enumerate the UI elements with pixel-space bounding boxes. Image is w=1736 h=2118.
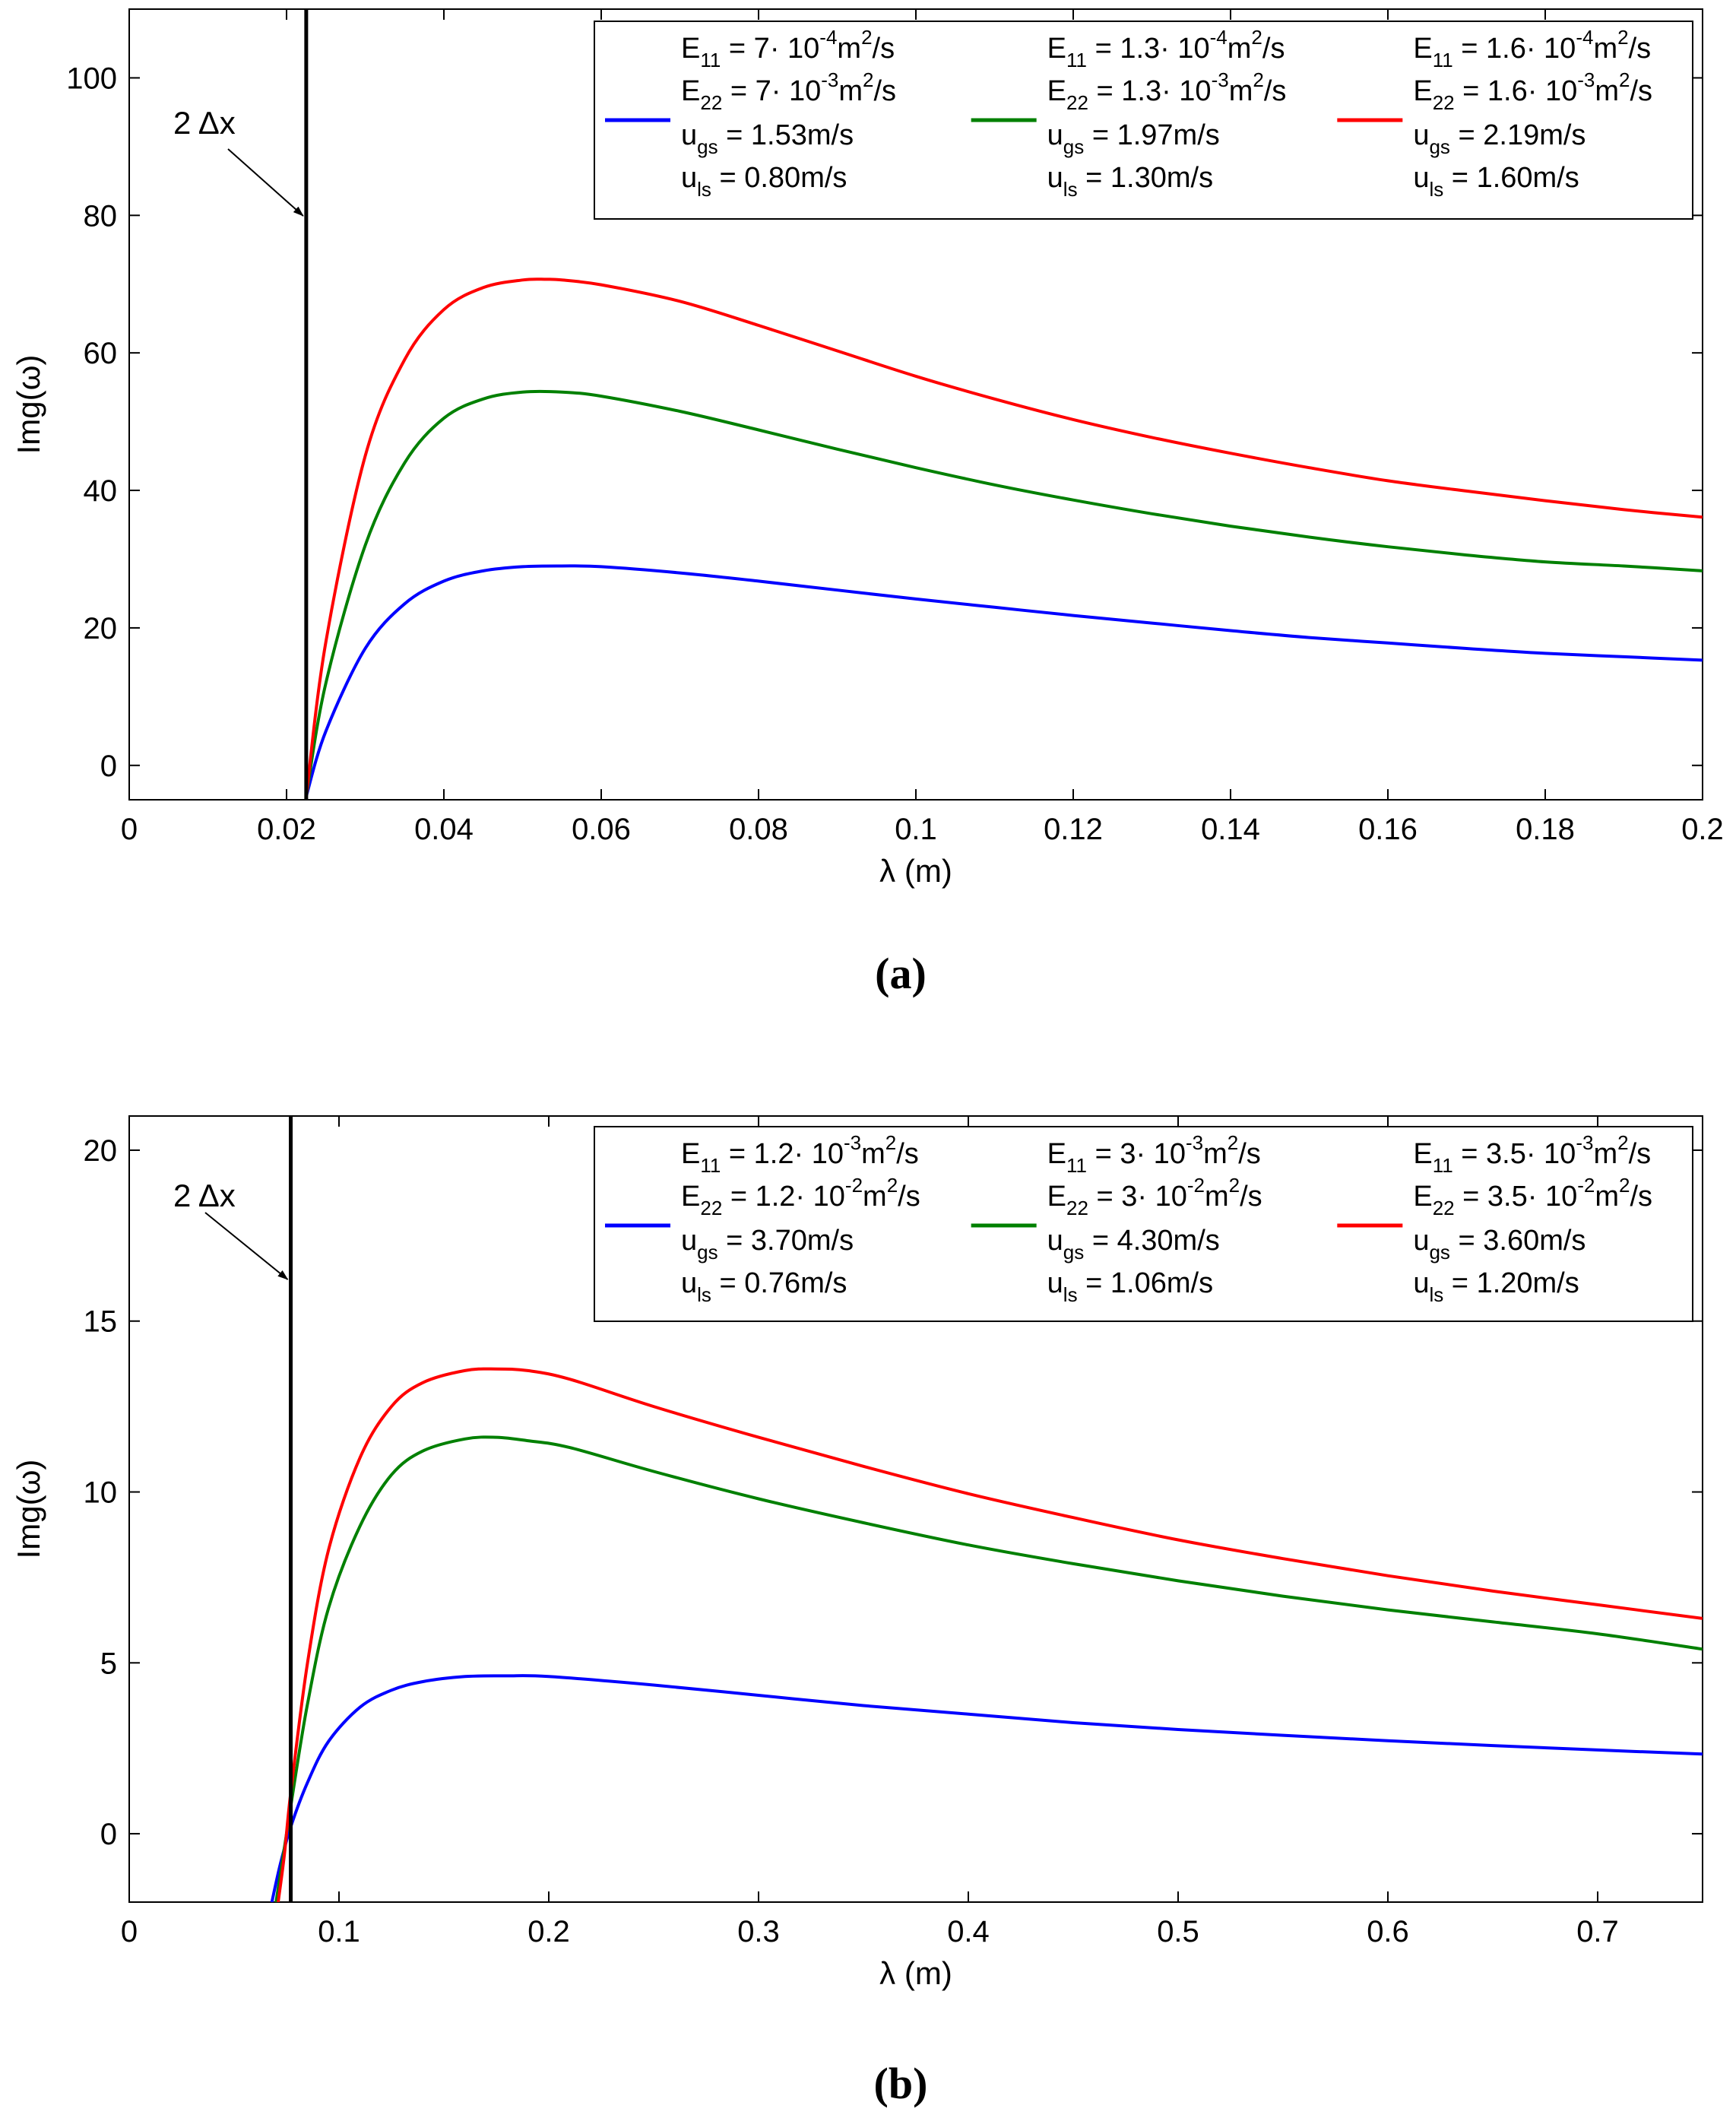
series-group [304,277,1703,797]
x-tick-label: 0.16 [1358,813,1418,846]
x-tick-label: 0 [121,1915,138,1948]
vline-annotation: 2 Δx [173,1178,236,1213]
legend-ugs: ugs = 1.97m/s [1047,119,1220,158]
legend-e11: E11 = 3.5· 10-3m2/s [1413,1131,1651,1177]
x-tick-label: 0 [121,813,138,846]
x-tick-label: 0.4 [947,1915,990,1948]
legend-e22: E22 = 3· 10-2m2/s [1047,1174,1262,1219]
y-tick-label: 60 [84,337,118,370]
legend-ugs: ugs = 4.30m/s [1047,1225,1220,1264]
legend-ugs: ugs = 3.70m/s [681,1225,854,1264]
x-tick-label: 0.04 [414,813,474,846]
panel-label: (a) [875,949,927,998]
legend-e11: E11 = 1.3· 10-4m2/s [1047,26,1285,71]
panel-label: (b) [874,2059,928,2108]
x-tick-label: 0.02 [257,813,316,846]
chart-panel-a: 0 0.02 0.04 0.06 0.08 0.1 0.12 0.14 0.16 0.18 0.2 0… [11,8,1724,998]
x-axis-label: λ (m) [879,853,952,889]
x-tick-label: 0.6 [1367,1915,1409,1948]
y-tick-label: 80 [84,199,118,233]
y-tick-label: 20 [84,1134,118,1168]
legend-uls: uls = 1.06m/s [1047,1267,1213,1306]
legend-e22: E22 = 3.5· 10-2m2/s [1413,1174,1652,1219]
legend-e22: E22 = 1.2· 10-2m2/s [681,1174,920,1219]
legend-ugs: ugs = 1.53m/s [681,119,854,158]
y-tick-label: 100 [66,62,117,95]
chart-panel-b: 0 0.1 0.2 0.3 0.4 0.5 0.6 0.7 0 5 10 15 20 λ (m) Img(ω… [11,1115,1703,2108]
series-line-1 [304,564,1703,797]
y-axis-label: Img(ω) [11,1460,46,1559]
legend-uls: uls = 0.80m/s [681,162,847,201]
legend-e11: E11 = 3· 10-3m2/s [1047,1131,1261,1177]
y-tick-label: 20 [84,612,118,645]
series-group [270,1367,1703,1902]
series-line-2 [304,389,1703,797]
x-tick-label: 0.14 [1201,813,1260,846]
x-tick-label: 0.08 [729,813,788,846]
y-axis-label: Img(ω) [11,355,46,455]
x-tick-label: 0.18 [1516,813,1575,846]
legend-e22: E22 = 1.3· 10-3m2/s [1047,68,1287,114]
annotation-arrow [227,148,304,217]
y-tick-label: 15 [84,1305,118,1339]
x-tick-label: 0.06 [572,813,631,846]
legend-e22: E22 = 1.6· 10-3m2/s [1413,68,1652,114]
series-line-2 [274,1435,1703,1902]
x-axis-label: λ (m) [879,1955,952,1991]
x-tick-label: 0.12 [1044,813,1103,846]
legend-uls: uls = 0.76m/s [681,1267,847,1306]
x-tick-label: 0.1 [895,813,937,846]
series-line-1 [270,1674,1703,1902]
vline-annotation: 2 Δx [173,105,236,141]
x-tick-label: 0.1 [318,1915,360,1948]
legend-uls: uls = 1.30m/s [1047,162,1213,201]
x-tick-label: 0.3 [737,1915,780,1948]
x-tick-label: 0.2 [1681,813,1724,846]
legend-e11: E11 = 7· 10-4m2/s [681,26,895,71]
x-tick-label: 0.2 [527,1915,570,1948]
y-tick-label: 5 [100,1647,117,1680]
legend-ugs: ugs = 3.60m/s [1413,1225,1586,1264]
legend-e11: E11 = 1.6· 10-4m2/s [1413,26,1651,71]
y-tick-label: 0 [100,750,117,783]
legend-ugs: ugs = 2.19m/s [1413,119,1586,158]
y-tick-label: 10 [84,1476,118,1510]
x-tick-label: 0.5 [1157,1915,1199,1948]
legend-e11: E11 = 1.2· 10-3m2/s [681,1131,919,1177]
x-tick-label: 0.7 [1576,1915,1619,1948]
legend-uls: uls = 1.20m/s [1413,1267,1579,1306]
legend-box [594,21,1693,220]
annotation-arrow [204,1212,289,1280]
y-tick-label: 40 [84,474,118,508]
series-line-3 [304,277,1703,797]
series-line-3 [277,1367,1703,1902]
legend-box [594,1126,1693,1322]
y-tick-label: 0 [100,1818,117,1851]
legend-uls: uls = 1.60m/s [1413,162,1579,201]
legend-e22: E22 = 7· 10-3m2/s [681,68,896,114]
